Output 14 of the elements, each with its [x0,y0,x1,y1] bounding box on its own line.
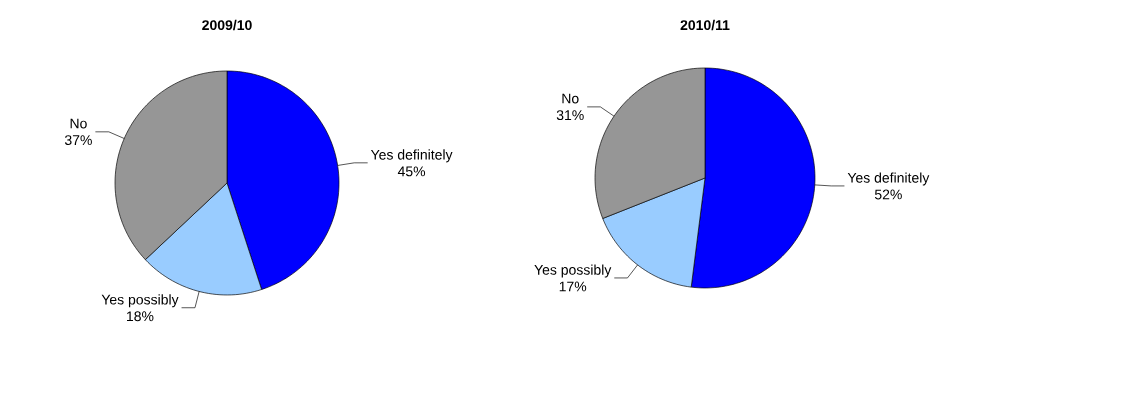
slice-label: Yes definitely [370,149,453,163]
data-label: 45% [397,166,426,177]
chart-title: 2009/10 [202,19,252,31]
slice-label: Yes possibly [534,264,612,278]
slice-label: Yes possibly [101,294,179,308]
data-label: 31% [556,110,584,121]
slice-label: No [70,118,87,129]
slice-label: Yes definitely [847,172,930,186]
data-label: 17% [559,281,587,292]
data-label: 37% [64,135,92,146]
slice-label: No [562,93,579,104]
data-label: 52% [874,189,902,200]
data-label: 18% [127,311,154,322]
chart-title: 2010/11 [680,19,730,31]
